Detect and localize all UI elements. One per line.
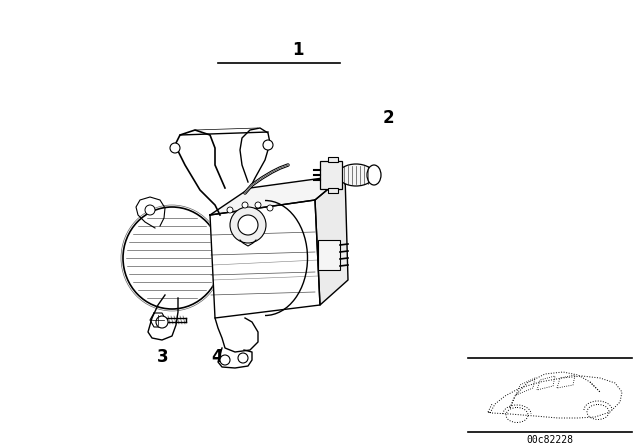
Text: 00c82228: 00c82228 [527,435,573,445]
Polygon shape [150,313,166,327]
Text: 3: 3 [157,348,169,366]
Circle shape [267,205,273,211]
Circle shape [238,353,248,363]
Polygon shape [210,200,320,318]
Circle shape [220,355,230,365]
FancyBboxPatch shape [318,240,340,270]
FancyBboxPatch shape [320,161,342,189]
Circle shape [156,316,168,328]
Circle shape [255,202,261,208]
Ellipse shape [338,164,374,186]
Polygon shape [315,175,348,305]
Text: 2: 2 [382,109,394,127]
Text: 4: 4 [211,348,223,366]
Circle shape [242,202,248,208]
Polygon shape [210,175,345,215]
Circle shape [263,140,273,150]
FancyBboxPatch shape [328,188,338,193]
Circle shape [145,205,155,215]
Ellipse shape [367,165,381,185]
Text: 1: 1 [292,41,304,59]
Circle shape [170,143,180,153]
Circle shape [238,215,258,235]
FancyBboxPatch shape [328,157,338,162]
Circle shape [230,207,266,243]
Circle shape [227,207,233,213]
